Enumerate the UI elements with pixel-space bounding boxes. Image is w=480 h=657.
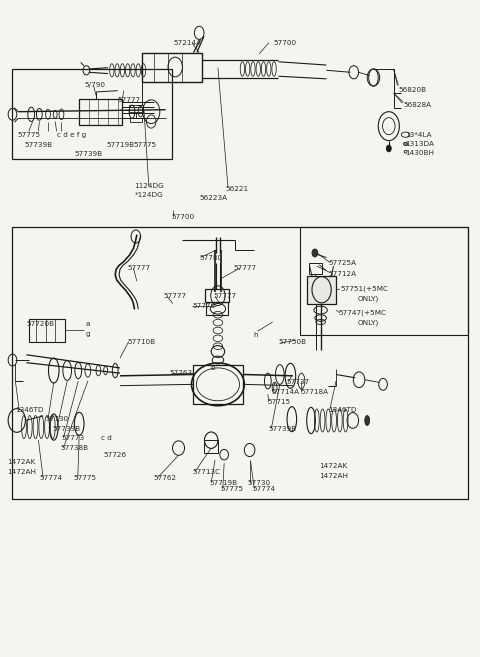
Text: 1313DA: 1313DA [406, 141, 434, 147]
Bar [204, 440, 218, 453]
Text: 57738B: 57738B [61, 445, 89, 451]
Text: 57747(+5MC: 57747(+5MC [339, 309, 387, 316]
Circle shape [312, 249, 318, 257]
Text: 57750B: 57750B [278, 338, 307, 345]
Text: 57739B: 57739B [24, 141, 52, 148]
Text: 56221: 56221 [226, 185, 249, 192]
Text: 57737: 57737 [287, 379, 310, 386]
Text: 57775: 57775 [221, 486, 244, 493]
Text: 57777: 57777 [127, 265, 150, 271]
Text: 57719B: 57719B [107, 141, 135, 148]
Bar [142, 53, 202, 82]
Text: 5/790: 5/790 [84, 82, 105, 89]
Text: 13*4LA: 13*4LA [406, 131, 432, 138]
Text: 1430BH: 1430BH [406, 150, 434, 156]
Text: 57751(+5MC: 57751(+5MC [341, 286, 389, 292]
Text: g: g [85, 330, 90, 337]
Text: 57700: 57700 [172, 214, 195, 220]
Text: 57720B: 57720B [26, 321, 55, 327]
Text: 57712A: 57712A [329, 271, 357, 277]
Text: 57777: 57777 [234, 265, 257, 271]
Bar [193, 365, 243, 404]
Text: 57776: 57776 [192, 303, 215, 309]
Text: 57777: 57777 [214, 293, 237, 300]
Bar [307, 276, 336, 304]
Text: 57700: 57700 [274, 39, 297, 46]
Text: 57739B: 57739B [74, 150, 103, 157]
Text: 1472AK: 1472AK [7, 459, 36, 465]
Text: 1346TD: 1346TD [15, 407, 44, 413]
Text: 56223A: 56223A [199, 195, 228, 202]
Text: 57775: 57775 [18, 132, 41, 139]
Text: 57714A: 57714A [271, 389, 300, 396]
Bar [12, 227, 468, 499]
Bar [300, 227, 468, 335]
Text: b: b [210, 365, 215, 371]
Text: c d e f g: c d e f g [57, 132, 86, 139]
Text: 57762: 57762 [154, 475, 177, 482]
Text: 1472AH: 1472AH [319, 472, 348, 479]
Text: 57763: 57763 [169, 370, 192, 376]
Text: 1124DG: 1124DG [134, 183, 164, 189]
Text: 57710B: 57710B [127, 338, 156, 345]
Text: c d: c d [101, 435, 112, 442]
Ellipse shape [404, 143, 408, 146]
Bar [79, 99, 122, 125]
Text: 57774: 57774 [39, 475, 62, 482]
Text: 57774: 57774 [252, 486, 275, 493]
Text: 56828A: 56828A [403, 102, 432, 108]
Text: 57719B: 57719B [209, 480, 238, 486]
Text: 57718A: 57718A [300, 389, 328, 396]
Text: 57715: 57715 [268, 399, 291, 405]
Text: 57780: 57780 [199, 254, 222, 261]
Bar [206, 302, 228, 315]
Text: ONLY): ONLY) [358, 319, 379, 326]
Text: 57725A: 57725A [329, 260, 357, 266]
Bar [309, 263, 322, 274]
Text: 57777: 57777 [163, 293, 186, 300]
Text: *124DG: *124DG [134, 192, 163, 198]
Text: h: h [253, 332, 258, 338]
Text: a: a [85, 321, 90, 327]
Text: 57739B: 57739B [269, 426, 297, 432]
Bar [129, 105, 143, 112]
Bar [29, 319, 65, 342]
Text: 57739B: 57739B [53, 426, 81, 432]
Text: 1472AK: 1472AK [319, 463, 348, 469]
Text: 57775: 57775 [73, 475, 96, 482]
Bar [205, 289, 229, 302]
Text: 56820B: 56820B [398, 87, 427, 93]
Text: 57773: 57773 [61, 435, 84, 442]
Text: 57730: 57730 [46, 416, 69, 422]
Bar [130, 118, 142, 122]
Text: ONLY): ONLY) [358, 296, 379, 302]
Bar [12, 69, 172, 159]
Text: 57775: 57775 [133, 141, 156, 148]
Ellipse shape [365, 416, 370, 426]
Text: 1346TD: 1346TD [328, 407, 356, 413]
Text: 57730: 57730 [248, 480, 271, 486]
Text: 57713C: 57713C [192, 468, 220, 475]
Text: 1472AH: 1472AH [7, 468, 36, 475]
Text: 57214A: 57214A [173, 39, 202, 46]
Text: 57777: 57777 [118, 97, 141, 103]
Text: 57726: 57726 [103, 451, 126, 458]
Circle shape [386, 145, 391, 152]
